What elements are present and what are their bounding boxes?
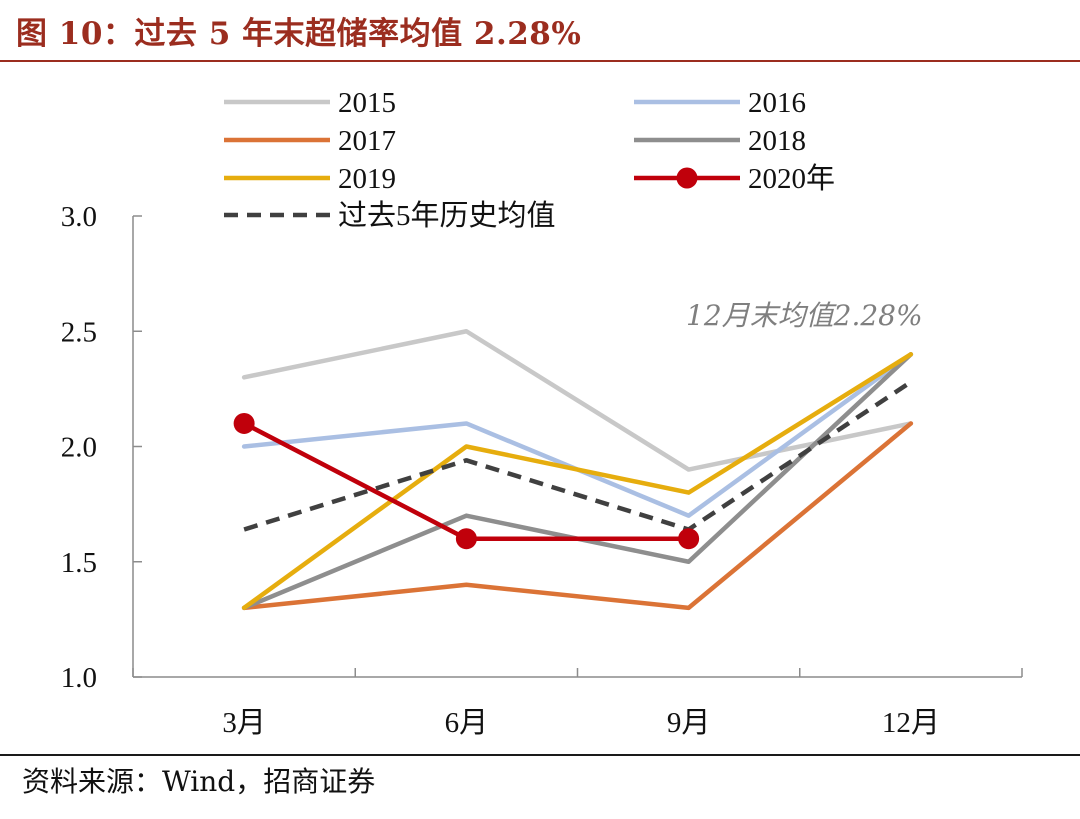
y-tick-label: 2.5 [61,316,97,348]
legend-label: 2020年 [748,162,835,195]
y-tick-label: 2.0 [61,432,97,464]
y-tick-label: 1.5 [61,547,97,579]
x-tick-label: 6月 [445,707,489,739]
title-divider [0,60,1080,62]
legend-marker [676,167,698,189]
series-line-6 [243,380,913,532]
axes: 1.0 1.5 2.0 2.5 3.0 3月 6月 9月 12月 [61,201,1023,739]
figure-title: 图 10：过去 5 年末超储率均值 2.28% [16,16,582,52]
series-lines [241,329,914,611]
legend-label: 2017 [338,125,396,157]
series-marker [233,412,255,434]
x-tick-label: 3月 [222,707,266,739]
series-line-4 [241,352,914,611]
y-tick-label: 1.0 [61,662,97,694]
series-marker [678,528,700,550]
series-line-0 [241,329,914,472]
series-markers [233,412,700,550]
series-line-3 [241,352,914,611]
legend-label: 2016 [748,87,806,119]
y-tick-label: 3.0 [61,201,97,233]
legend-label: 2015 [338,87,396,119]
chart-annotation: 12月末均值2.28% [686,299,923,332]
x-tick-label: 9月 [667,707,711,739]
legend-label: 过去5年历史均值 [338,199,556,232]
legend-label: 2018 [748,125,806,157]
series-line-2 [241,421,914,611]
x-tick-label: 12月 [882,707,940,739]
series-line-1 [241,352,914,518]
legend-label: 2019 [338,163,396,195]
source-divider [0,754,1080,756]
source-note: 资料来源：Wind，招商证券 [22,765,376,798]
series-marker [455,528,477,550]
